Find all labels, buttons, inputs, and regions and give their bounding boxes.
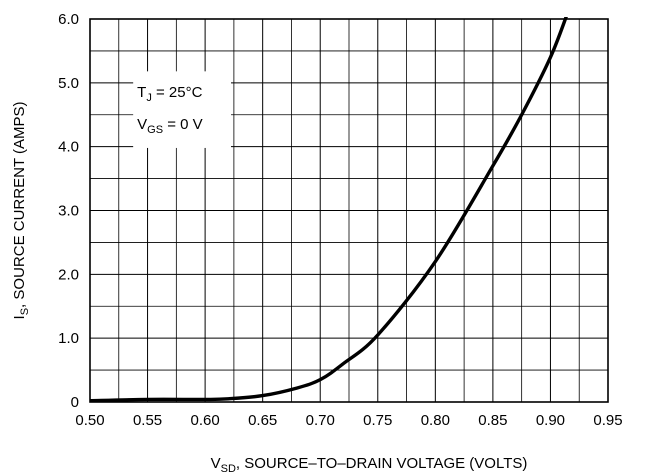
x-tick-labels: 0.50 0.55 0.60 0.65 0.70 0.75 0.80 0.85 0.90 0.95 [75,412,622,429]
y-tick-label: 2.0 [58,266,79,283]
x-axis-label: VSD, SOURCE–TO–DRAIN VOLTAGE (VOLTS) [211,455,528,474]
x-tick-label: 0.85 [478,412,507,429]
annotation-vgs: VGS = 0 V [137,116,203,136]
series-line [90,17,568,403]
x-tick-label: 0.70 [306,412,335,429]
annotation-background [133,71,232,148]
x-tick-label: 0.90 [536,412,565,429]
y-tick-label: 5.0 [58,75,79,92]
y-axis-label: IS, SOURCE CURRENT (AMPS) [11,102,31,320]
plot-frame [89,18,609,403]
x-tick-label: 0.75 [363,412,392,429]
x-tick-label: 0.60 [191,412,220,429]
x-tick-label: 0.55 [133,412,162,429]
annotation-tj: TJ = 25°C [137,84,202,104]
x-tick-label: 0.95 [593,412,622,429]
x-tick-label: 0.50 [75,412,104,429]
y-tick-labels: 0 1.0 2.0 3.0 4.0 5.0 6.0 [58,11,79,411]
y-tick-label: 4.0 [58,139,79,156]
y-tick-label: 1.0 [58,330,79,347]
y-tick-label: 6.0 [58,11,79,28]
y-tick-label: 0 [71,394,79,411]
y-tick-label: 3.0 [58,203,79,220]
x-tick-label: 0.80 [421,412,450,429]
x-tick-label: 0.65 [248,412,277,429]
